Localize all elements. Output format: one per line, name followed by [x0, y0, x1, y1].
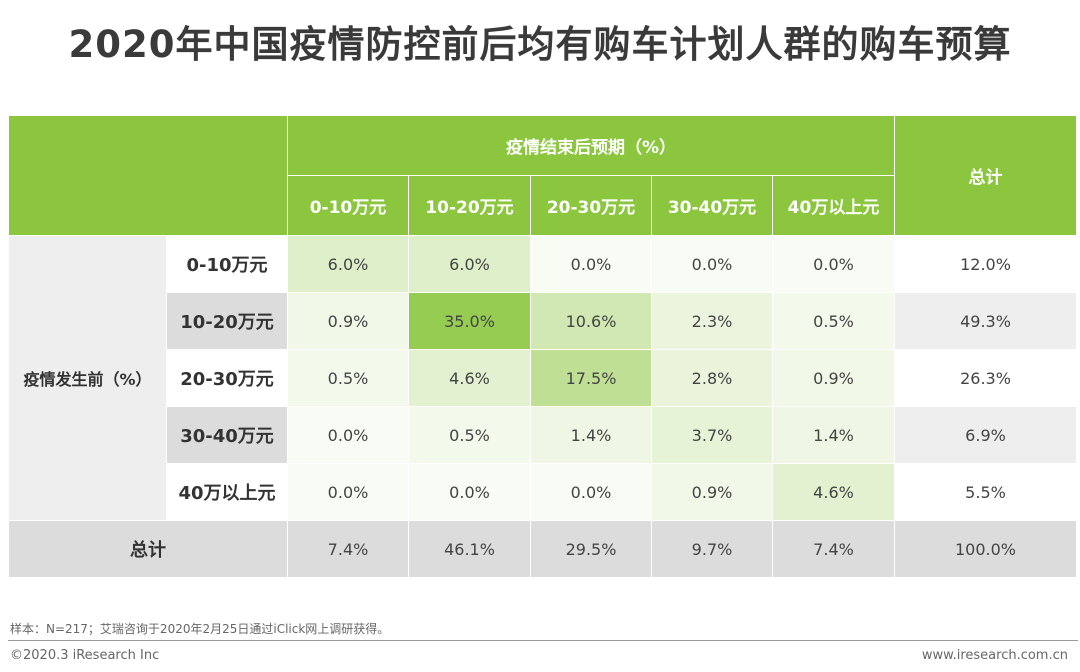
- matrix-cell: 0.5%: [772, 292, 895, 350]
- column-header: 0-10万元: [287, 175, 409, 236]
- matrix-cell: 0.0%: [772, 235, 895, 293]
- row-total-cell: 5.5%: [894, 463, 1077, 521]
- column-total-cell: 29.5%: [530, 520, 652, 578]
- matrix-cell: 0.9%: [651, 463, 773, 521]
- matrix-cell: 10.6%: [530, 292, 652, 350]
- row-total-cell: 49.3%: [894, 292, 1077, 350]
- matrix-cell: 35.0%: [408, 292, 531, 350]
- column-total-cell: 9.7%: [651, 520, 773, 578]
- total-row-label: 总计: [8, 520, 288, 578]
- row-total-cell: 12.0%: [894, 235, 1077, 293]
- column-total-cell: 7.4%: [772, 520, 895, 578]
- matrix-cell: 0.0%: [530, 235, 652, 293]
- matrix-cell: 0.0%: [408, 463, 531, 521]
- total-column-header: 总计: [894, 115, 1077, 236]
- sample-note: 样本：N=217；艾瑞咨询于2020年2月25日通过iClick网上调研获得。: [10, 622, 390, 636]
- matrix-cell: 0.9%: [287, 292, 409, 350]
- matrix-cell: 4.6%: [408, 349, 531, 407]
- matrix-cell: 3.7%: [651, 406, 773, 464]
- matrix-cell: 0.5%: [287, 349, 409, 407]
- column-header: 30-40万元: [651, 175, 773, 236]
- matrix-cell: 0.0%: [287, 406, 409, 464]
- site-url: www.iresearch.com.cn: [921, 648, 1068, 663]
- budget-matrix-table: 疫情结束后预期（%） 总计 0-10万元 10-20万元 20-30万元 30-40万元 4…: [8, 115, 1077, 578]
- row-total-cell: 6.9%: [894, 406, 1077, 464]
- matrix-cell: 0.0%: [530, 463, 652, 521]
- matrix-cell: 2.3%: [651, 292, 773, 350]
- matrix-cell: 0.0%: [287, 463, 409, 521]
- matrix-cell: 0.0%: [651, 235, 773, 293]
- row-header: 0-10万元: [166, 235, 288, 293]
- row-header: 40万以上元: [166, 463, 288, 521]
- column-total-cell: 7.4%: [287, 520, 409, 578]
- matrix-cell: 0.5%: [408, 406, 531, 464]
- matrix-cell: 0.9%: [772, 349, 895, 407]
- matrix-cell: 4.6%: [772, 463, 895, 521]
- row-header: 10-20万元: [166, 292, 288, 350]
- matrix-cell: 6.0%: [287, 235, 409, 293]
- matrix-cell: 17.5%: [530, 349, 652, 407]
- column-group-label: 疫情结束后预期（%）: [287, 115, 895, 176]
- row-header: 30-40万元: [166, 406, 288, 464]
- matrix-cell: 1.4%: [772, 406, 895, 464]
- column-total-cell: 46.1%: [408, 520, 531, 578]
- column-header: 40万以上元: [772, 175, 895, 236]
- matrix-cell: 2.8%: [651, 349, 773, 407]
- header-corner: [8, 115, 288, 236]
- chart-title: 2020年中国疫情防控前后均有购车计划人群的购车预算: [68, 23, 1012, 66]
- copyright-text: ©2020.3 iResearch Inc: [10, 648, 160, 663]
- row-group-label: 疫情发生前（%）: [8, 235, 167, 521]
- row-total-cell: 26.3%: [894, 349, 1077, 407]
- footer-divider: [8, 640, 1078, 641]
- grand-total-cell: 100.0%: [894, 520, 1077, 578]
- matrix-cell: 6.0%: [408, 235, 531, 293]
- column-header: 20-30万元: [530, 175, 652, 236]
- row-header: 20-30万元: [166, 349, 288, 407]
- matrix-cell: 1.4%: [530, 406, 652, 464]
- column-header: 10-20万元: [408, 175, 531, 236]
